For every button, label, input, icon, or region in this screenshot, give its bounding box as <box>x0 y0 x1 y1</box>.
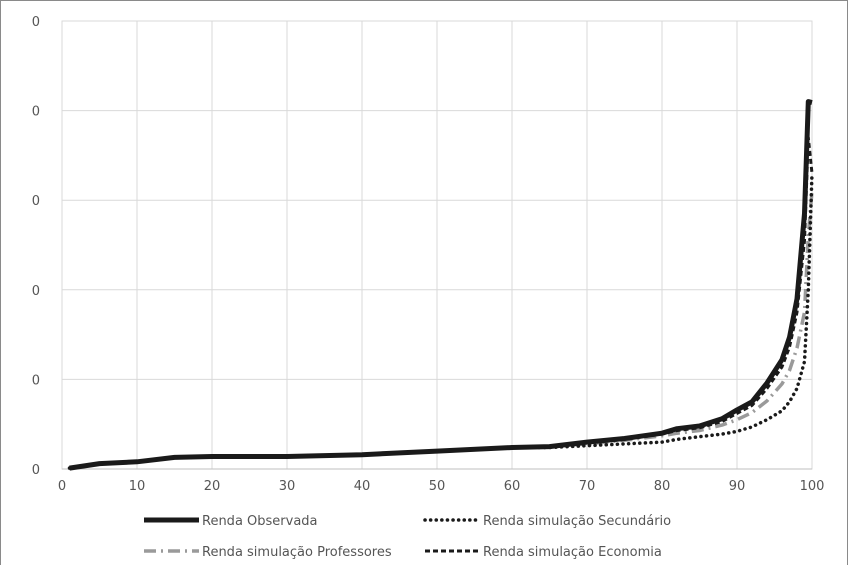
x-tick-label: 100 <box>800 479 825 494</box>
series-line <box>67 171 814 470</box>
legend: Renda Observada Renda simulação Secundári… <box>144 514 671 560</box>
legend-label: Renda simulação Secundário <box>483 514 671 529</box>
y-tick-label: 0 <box>32 194 40 209</box>
x-tick-label: 10 <box>129 479 146 494</box>
legend-label: Renda simulação Economia <box>483 545 662 560</box>
x-tick-label: 80 <box>654 479 671 494</box>
x-tick-label: 60 <box>504 479 521 494</box>
x-tick-label: 90 <box>729 479 746 494</box>
series-line <box>69 99 813 471</box>
x-tick-label: 30 <box>279 479 296 494</box>
series-line <box>69 136 814 470</box>
x-tick-label: 40 <box>354 479 371 494</box>
legend-label: Renda Observada <box>202 514 318 529</box>
x-tick-label: 50 <box>429 479 446 494</box>
legend-label: Renda simulação Professores <box>202 545 392 560</box>
y-tick-label: 0 <box>32 15 40 30</box>
series-lines <box>67 99 814 471</box>
x-tick-label: 70 <box>579 479 596 494</box>
grid <box>61 20 813 470</box>
series-line <box>69 191 814 470</box>
y-tick-label: 0 <box>32 463 40 478</box>
chart-frame-left-border <box>0 0 1 565</box>
y-tick-label: 0 <box>32 105 40 120</box>
y-tick-label: 0 <box>32 373 40 388</box>
x-tick-label: 20 <box>204 479 221 494</box>
axes: 0 10 20 30 40 50 60 70 80 90 100 0 0 0 0 0 0 <box>32 15 825 494</box>
x-tick-label: 0 <box>58 479 66 494</box>
y-tick-label: 0 <box>32 284 40 299</box>
chart-frame-top-border <box>0 0 848 1</box>
